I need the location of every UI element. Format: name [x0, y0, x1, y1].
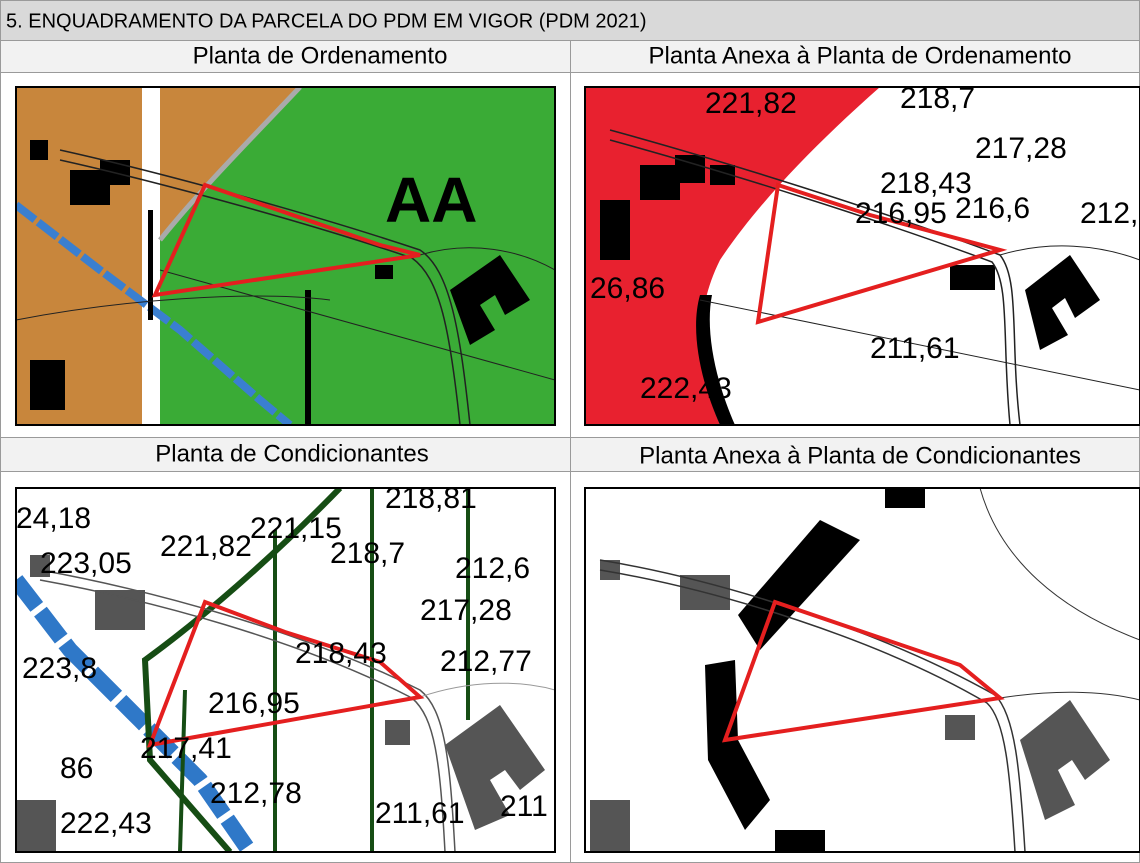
panel-title: Planta de Condicionantes — [155, 440, 429, 467]
map-label: 217,28 — [420, 594, 512, 627]
map-label: AA — [385, 164, 477, 236]
map-label: 222,43 — [640, 372, 732, 405]
map-label: 212,77 — [440, 645, 532, 678]
map-label: 211 — [500, 790, 548, 823]
map-label: 218,81 — [385, 482, 477, 515]
map-label: 222,43 — [60, 807, 152, 840]
section-title: 5. ENQUADRAMENTO DA PARCELA DO PDM EM VI… — [6, 10, 647, 32]
header-row — [0, 0, 1140, 40]
map-anexa-condicionantes — [585, 488, 1140, 852]
map-frame — [584, 86, 1140, 426]
map-label: 217,28 — [975, 132, 1067, 165]
map-label: 212,6 — [455, 552, 530, 585]
map-label: 218,43 — [880, 167, 972, 200]
map-condicionantes — [16, 488, 555, 852]
map-label: 26,86 — [590, 272, 665, 305]
map-frame — [15, 487, 556, 853]
map-label: 221,82 — [705, 87, 797, 120]
map-label: 216,95 — [855, 197, 947, 230]
map-label: 218,7 — [330, 537, 405, 570]
map-label: 216,6 — [955, 192, 1030, 225]
map-label: 24,18 — [16, 502, 91, 535]
map-label: 223,8 — [22, 652, 97, 685]
map-label-group: AA — [385, 164, 477, 236]
map-label: 217,41 — [140, 732, 232, 765]
map-frame — [584, 487, 1140, 853]
map-label: 212,78 — [210, 777, 302, 810]
map-label: 218,7 — [900, 82, 975, 115]
map-label: 218,43 — [295, 637, 387, 670]
map-label: 211,61 — [375, 797, 465, 830]
map-label: 221,82 — [160, 530, 252, 563]
map-label: 211,61 — [870, 332, 960, 365]
map-label: 223,05 — [40, 547, 132, 580]
panel-title: Planta de Ordenamento — [193, 42, 448, 69]
map-anexa-ordenamento — [585, 87, 1140, 425]
map-frame — [15, 86, 556, 426]
map-ordenamento — [16, 87, 555, 425]
map-label: 221,15 — [250, 512, 342, 545]
map-label: 216,95 — [208, 687, 300, 720]
map-label: 86 — [60, 752, 93, 785]
panel-title: Planta Anexa à Planta de Ordenamento — [649, 42, 1072, 69]
map-label: 212,2 — [1080, 197, 1140, 230]
panel-title: Planta Anexa à Planta de Condicionantes — [639, 442, 1081, 469]
